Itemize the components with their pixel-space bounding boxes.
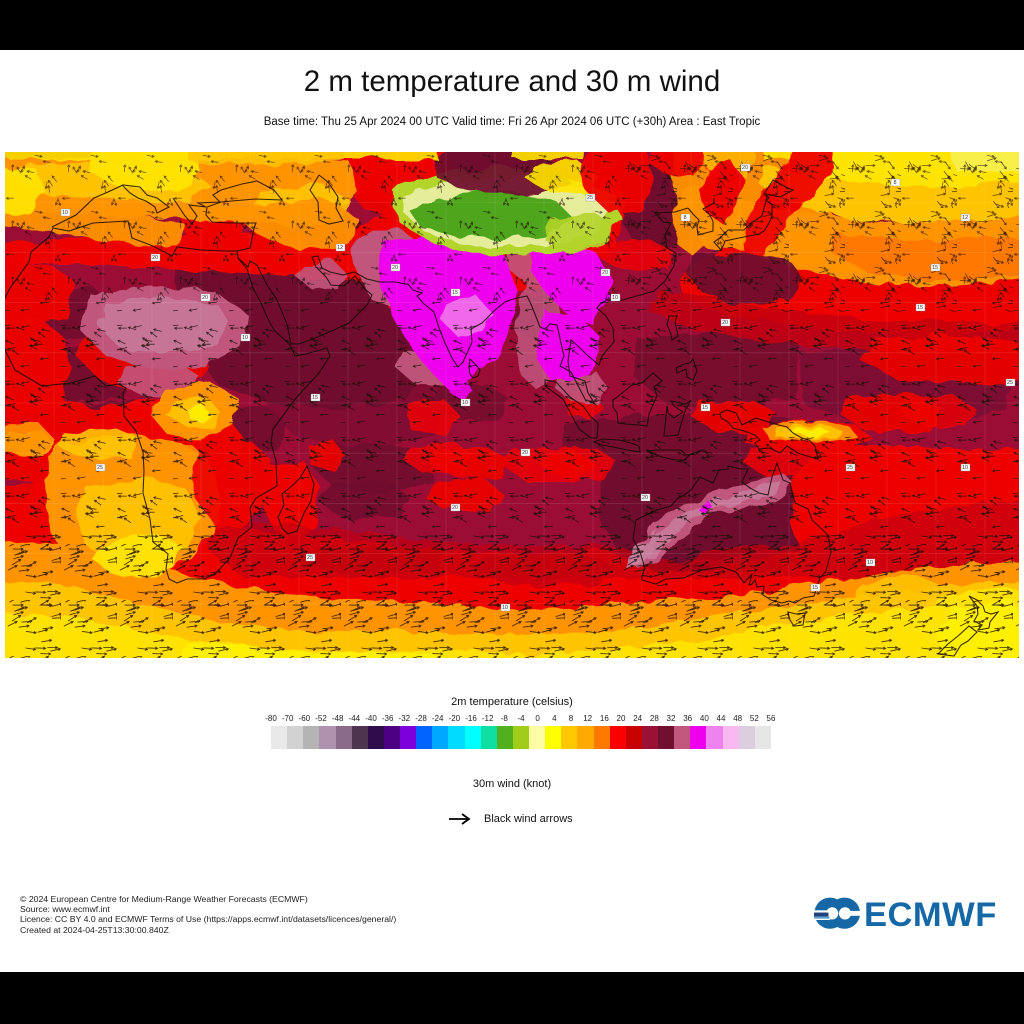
svg-text:15: 15 bbox=[702, 405, 708, 411]
svg-text:25: 25 bbox=[307, 555, 313, 561]
svg-text:15: 15 bbox=[452, 290, 458, 296]
svg-text:15: 15 bbox=[312, 395, 318, 401]
svg-text:25: 25 bbox=[847, 465, 853, 471]
svg-text:20: 20 bbox=[152, 255, 158, 261]
svg-text:ECMWF: ECMWF bbox=[864, 896, 997, 934]
svg-text:15: 15 bbox=[932, 265, 938, 271]
svg-text:10: 10 bbox=[242, 335, 248, 341]
svg-text:20: 20 bbox=[602, 270, 608, 276]
svg-text:25: 25 bbox=[587, 195, 593, 201]
svg-text:20: 20 bbox=[522, 450, 528, 456]
svg-text:10: 10 bbox=[62, 210, 68, 216]
svg-text:20: 20 bbox=[452, 505, 458, 511]
svg-text:20: 20 bbox=[392, 265, 398, 271]
svg-text:20: 20 bbox=[742, 165, 748, 171]
svg-text:12: 12 bbox=[962, 215, 968, 221]
svg-text:15: 15 bbox=[812, 585, 818, 591]
svg-text:25: 25 bbox=[1007, 380, 1013, 386]
svg-text:8: 8 bbox=[893, 180, 896, 186]
svg-text:12: 12 bbox=[337, 245, 343, 251]
svg-text:10: 10 bbox=[867, 560, 873, 566]
svg-text:8: 8 bbox=[683, 215, 686, 221]
svg-text:10: 10 bbox=[462, 400, 468, 406]
svg-text:10: 10 bbox=[962, 465, 968, 471]
svg-text:10: 10 bbox=[502, 605, 508, 611]
svg-text:20: 20 bbox=[722, 320, 728, 326]
svg-text:15: 15 bbox=[917, 305, 923, 311]
svg-text:10: 10 bbox=[612, 295, 618, 301]
svg-text:25: 25 bbox=[97, 465, 103, 471]
svg-text:20: 20 bbox=[642, 495, 648, 501]
svg-text:20: 20 bbox=[202, 295, 208, 301]
